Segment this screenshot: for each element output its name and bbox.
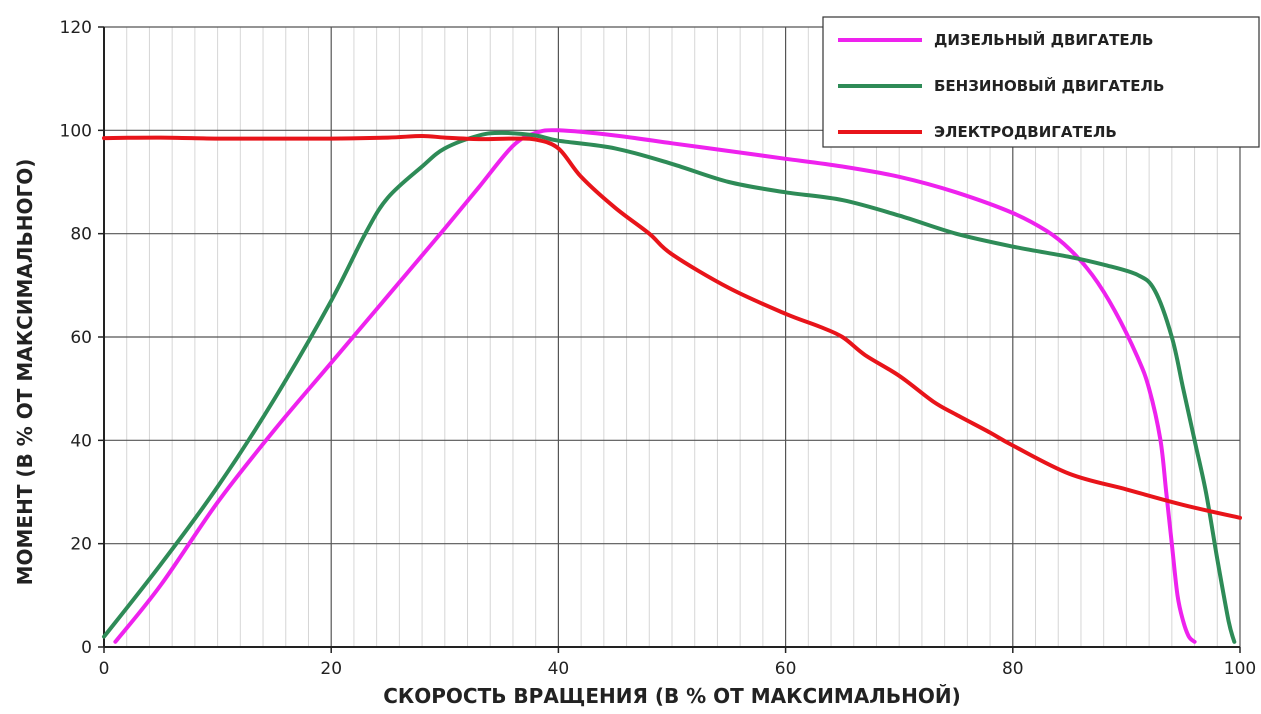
x-tick-label: 80	[1002, 659, 1024, 679]
y-tick-label: 100	[60, 121, 92, 141]
y-axis-title: МОМЕНТ (В % ОТ МАКСИМАЛЬНОГО)	[13, 159, 37, 586]
y-tick-label: 120	[60, 18, 92, 38]
y-tick-label: 20	[70, 535, 92, 555]
y-tick-label: 60	[70, 328, 92, 348]
legend[interactable]: ДИЗЕЛЬНЫЙ ДВИГАТЕЛЬ БЕНЗИНОВЫЙ ДВИГАТЕЛЬ Э…	[822, 16, 1260, 148]
y-tick-label: 80	[70, 225, 92, 245]
x-tick-label: 20	[320, 659, 342, 679]
x-tick-label: 100	[1224, 659, 1256, 679]
y-tick-labels: 0 20 40 60 80 100 120	[60, 18, 104, 658]
x-tick-label: 0	[99, 659, 110, 679]
series-lines	[102, 128, 1242, 644]
x-tick-labels: 0 20 40 60 80 100	[99, 647, 1256, 679]
legend-label-electric-motor: ЭЛЕКТРОДВИГАТЕЛЬ	[934, 123, 1117, 141]
legend-label-diesel-engine: ДИЗЕЛЬНЫЙ ДВИГАТЕЛЬ	[934, 30, 1153, 49]
y-tick-label: 40	[70, 431, 92, 451]
x-axis-title: СКОРОСТЬ ВРАЩЕНИЯ (В % ОТ МАКСИМАЛЬНОЙ)	[383, 684, 961, 708]
x-tick-label: 40	[548, 659, 570, 679]
series-line-electric-motor	[102, 134, 1242, 520]
series-line-petrol-engine	[102, 130, 1237, 644]
series-line-diesel-engine	[113, 128, 1197, 644]
x-tick-label: 60	[775, 659, 797, 679]
y-tick-label: 0	[81, 638, 92, 658]
legend-label-petrol-engine: БЕНЗИНОВЫЙ ДВИГАТЕЛЬ	[934, 76, 1164, 95]
